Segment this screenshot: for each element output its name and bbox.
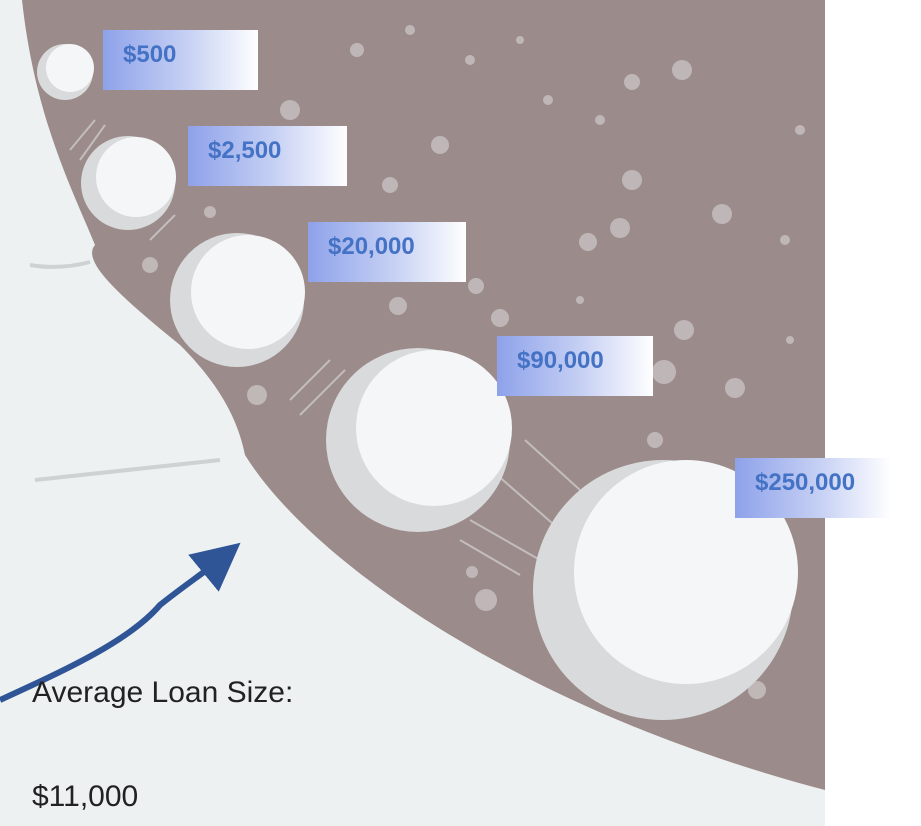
- snow-dots: [142, 25, 805, 699]
- loan-label: $20,000: [308, 222, 466, 282]
- snow-hill: [0, 0, 825, 826]
- loan-label: $90,000: [497, 336, 653, 396]
- caption-line: Average Loan Size:: [32, 676, 294, 709]
- loan-label: $2,500: [188, 126, 347, 186]
- arrow: [0, 542, 241, 703]
- caption-value: $11,000: [32, 780, 139, 813]
- hill-shading: [29, 260, 221, 482]
- loan-label: $500: [103, 30, 258, 90]
- loan-label: $250,000: [735, 458, 891, 518]
